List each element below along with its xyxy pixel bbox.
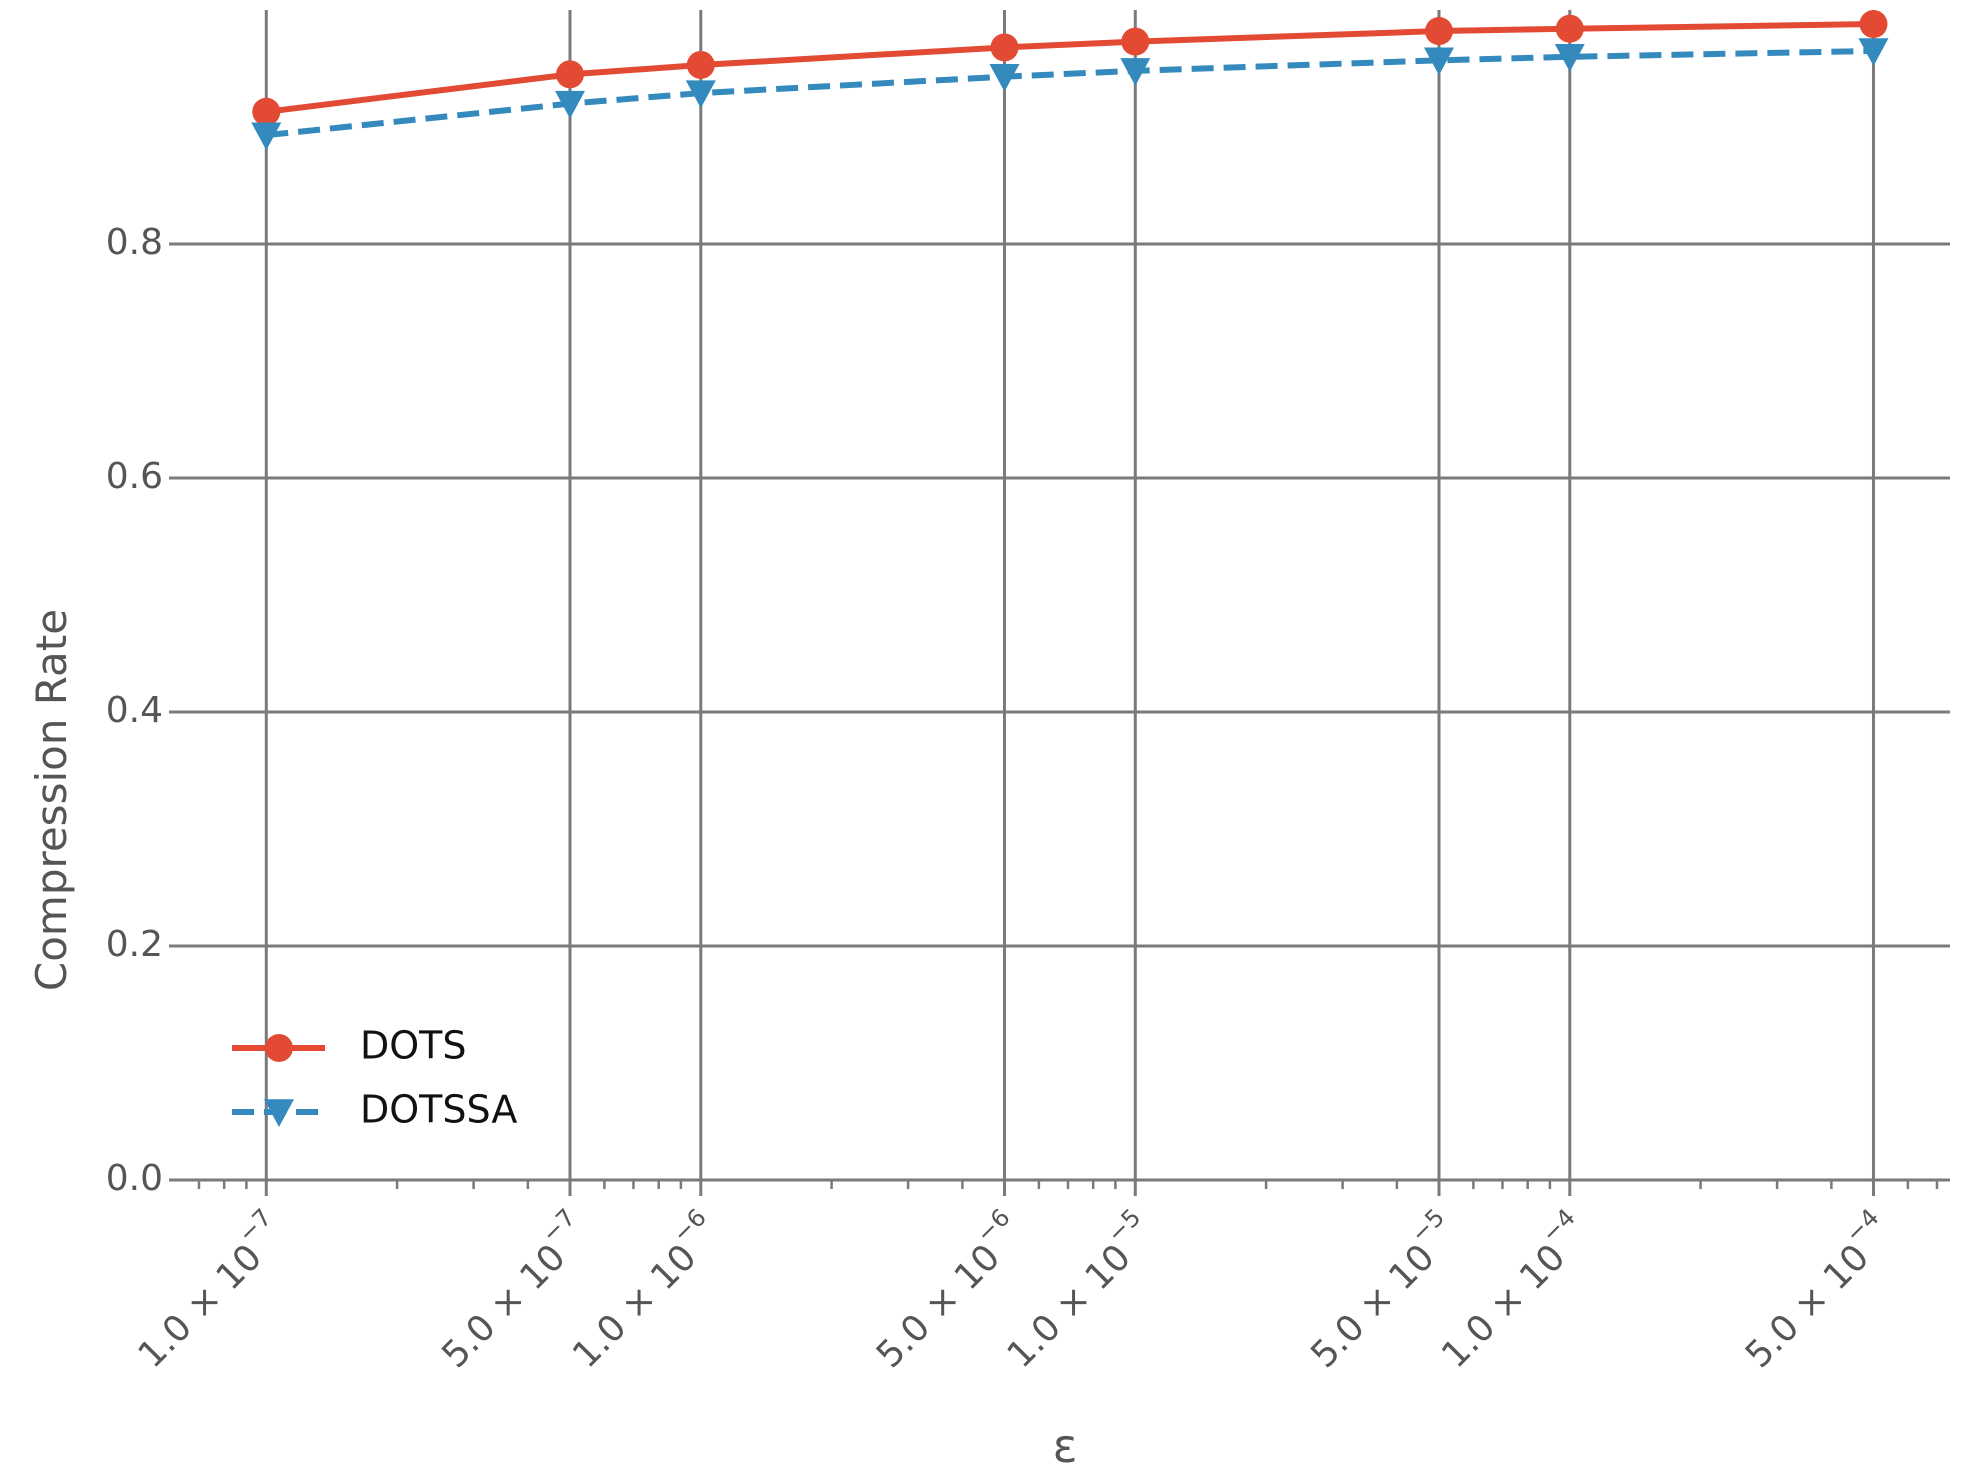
y-tick-label: 0.8 bbox=[106, 222, 163, 263]
legend: DOTS DOTSSA bbox=[232, 1024, 517, 1132]
data-point bbox=[1554, 44, 1585, 72]
data-point bbox=[1424, 17, 1453, 46]
legend-item-dots: DOTS bbox=[232, 1024, 467, 1068]
y-axis-title: Compression Rate bbox=[27, 609, 76, 991]
data-point bbox=[1555, 14, 1584, 43]
y-tick-label: 0.6 bbox=[106, 456, 163, 497]
y-axis: 0.0 0.2 0.4 0.6 0.8 bbox=[106, 222, 185, 1199]
legend-label: DOTSSA bbox=[360, 1088, 517, 1132]
data-point bbox=[1120, 58, 1151, 86]
data-point bbox=[251, 122, 282, 151]
series-dots bbox=[252, 10, 1888, 126]
data-point bbox=[990, 33, 1019, 62]
legend-item-dotssa: DOTSSA bbox=[232, 1088, 517, 1132]
data-point bbox=[685, 80, 716, 109]
data-point bbox=[555, 60, 584, 89]
grid-lines bbox=[185, 10, 1950, 1182]
data-point bbox=[554, 90, 585, 119]
data-point bbox=[1858, 38, 1889, 66]
data-point bbox=[1859, 10, 1888, 39]
legend-label: DOTS bbox=[360, 1024, 467, 1068]
data-point bbox=[686, 50, 715, 79]
legend-marker bbox=[264, 1099, 294, 1127]
plot-series bbox=[251, 10, 1889, 151]
data-point bbox=[1121, 27, 1150, 56]
series-line bbox=[265, 47, 1874, 139]
data-point bbox=[252, 97, 281, 126]
data-point bbox=[1423, 47, 1454, 76]
legend-marker bbox=[265, 1034, 293, 1062]
series-dotssa bbox=[251, 38, 1889, 151]
y-tick-label: 0.0 bbox=[106, 1158, 163, 1199]
y-tick-label: 0.4 bbox=[106, 690, 163, 731]
series-line bbox=[265, 21, 1874, 115]
data-point bbox=[989, 63, 1020, 92]
y-tick-label: 0.2 bbox=[106, 924, 163, 965]
x-axis-title: ε bbox=[1053, 1419, 1078, 1473]
